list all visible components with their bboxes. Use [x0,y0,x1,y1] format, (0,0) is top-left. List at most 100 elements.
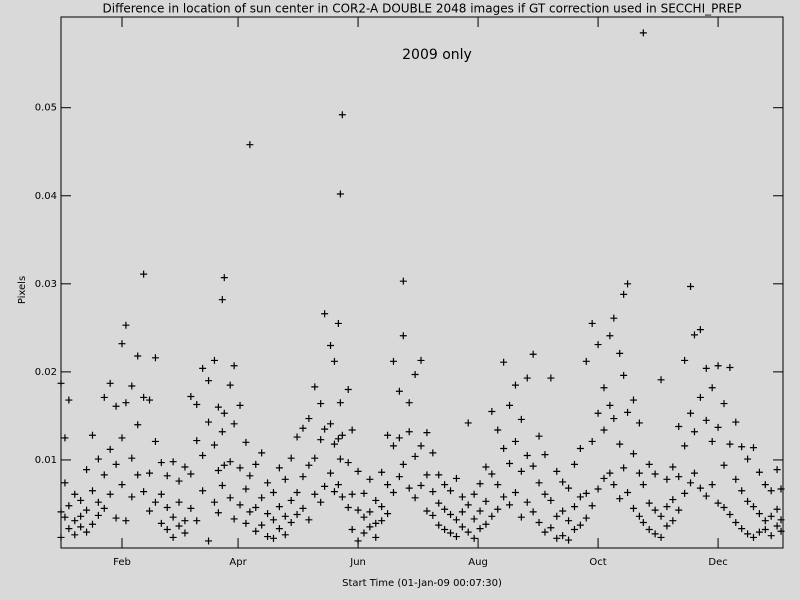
data-point [293,433,301,441]
data-point [570,460,578,468]
data-point [565,484,573,492]
data-point [681,442,689,450]
data-point [738,525,746,533]
data-point [714,423,722,431]
data-point [738,487,746,495]
data-point [236,401,244,409]
data-point [354,506,362,514]
data-point [128,382,136,390]
data-point [389,489,397,497]
plot-frame [60,16,784,549]
data-point [338,111,346,119]
data-point [447,511,455,519]
data-point [258,521,266,529]
data-point [529,508,537,516]
data-point [488,470,496,478]
annotation: 2009 only [402,47,472,63]
data-point [146,507,154,515]
data-point [242,519,250,527]
data-point [423,429,431,437]
data-point [175,522,183,530]
data-point [594,485,602,493]
data-point [169,458,177,466]
data-point [77,512,85,520]
data-point [311,454,319,462]
data-point [405,428,413,436]
data-point [458,523,466,531]
data-point [169,533,177,541]
data-point [749,444,757,452]
data-point [83,506,91,514]
data-point [429,449,437,457]
data-point [193,517,201,525]
data-point [83,466,91,474]
data-point [287,518,295,526]
data-point [226,494,234,502]
data-point [77,496,85,504]
data-point [517,467,525,475]
data-point [547,496,555,504]
data-point [384,481,392,489]
data-point [610,314,618,322]
data-point [435,499,443,507]
data-point [669,463,677,471]
data-point [205,418,213,426]
data-point [639,29,647,37]
data-point [264,510,272,518]
data-point [366,508,374,516]
data-point [88,520,96,528]
data-point [336,399,344,407]
data-point [330,357,338,365]
data-point [230,515,238,523]
data-point [494,505,502,513]
data-point [606,469,614,477]
data-point [620,464,628,472]
data-point [220,461,228,469]
data-point [624,408,632,416]
data-point [106,490,114,498]
data-point [565,536,573,544]
data-point [88,431,96,439]
data-point [429,488,437,496]
data-point [616,440,624,448]
x-tick-label: Oct [589,557,606,568]
data-point [65,525,73,533]
data-point [220,409,228,417]
data-point [547,524,555,532]
data-point [354,467,362,475]
data-point [541,528,549,536]
y-tick-label: 0.04 [35,191,57,202]
data-point [163,472,171,480]
data-point [594,409,602,417]
data-point [226,381,234,389]
data-point [570,503,578,511]
data-point [651,470,659,478]
data-point [336,190,344,198]
data-point [417,481,425,489]
data-point [511,489,519,497]
data-point [187,504,195,512]
data-point [65,396,73,404]
data-point [657,512,665,520]
y-tick-label: 0.02 [35,367,57,378]
y-axis-label: Pixels [17,276,28,304]
data-point [360,513,368,521]
data-point [423,507,431,515]
data-point [529,462,537,470]
data-point [629,504,637,512]
data-point [720,503,728,511]
data-point [702,492,710,500]
data-point [755,468,763,476]
data-point [61,479,69,487]
data-point [767,532,775,540]
data-point [616,349,624,357]
data-point [106,445,114,453]
data-point [452,516,460,524]
data-point [541,490,549,498]
data-point [606,401,614,409]
data-point [71,490,79,498]
data-point [100,504,108,512]
data-point [395,473,403,481]
data-point [635,469,643,477]
data-point [327,341,335,349]
